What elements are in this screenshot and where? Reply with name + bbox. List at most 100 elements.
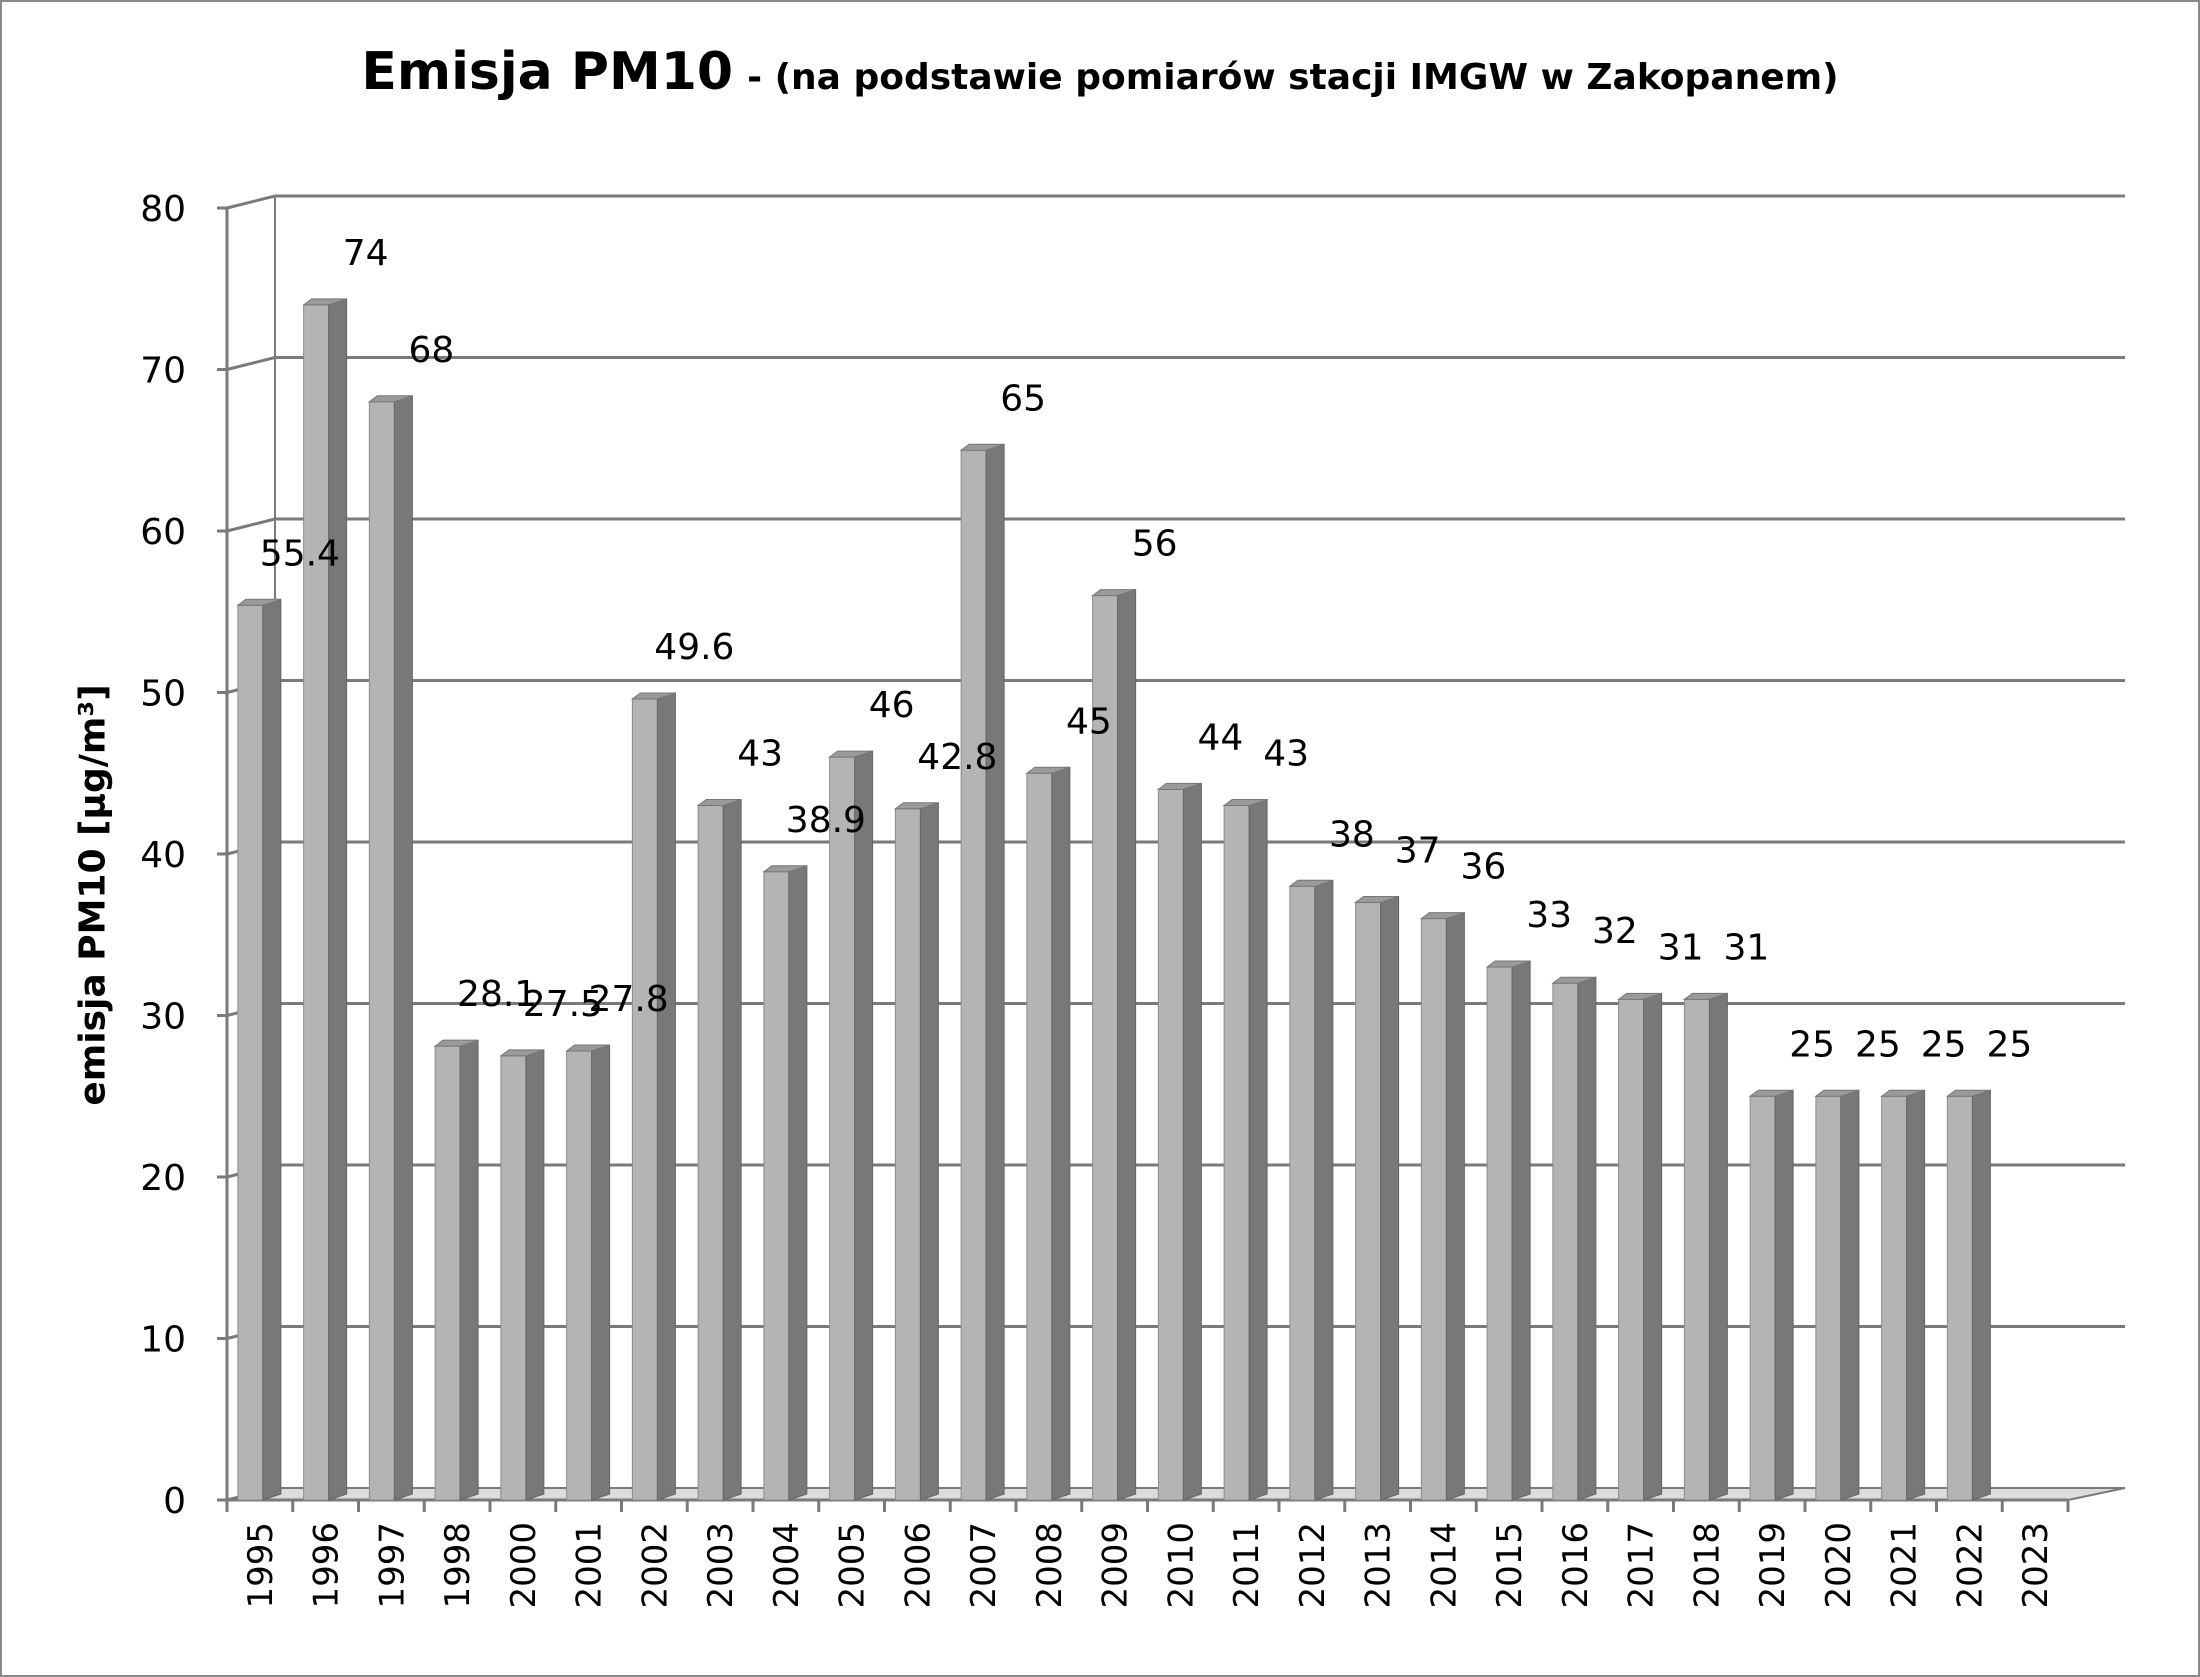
x-tick-label: 1997 xyxy=(372,1522,412,1609)
bar-top xyxy=(959,443,1005,451)
x-tick-label: 2021 xyxy=(1885,1522,1925,1609)
gridline-connector xyxy=(226,194,276,210)
bar-front xyxy=(1749,1095,1776,1501)
bar-side xyxy=(1971,1089,1991,1501)
x-tick-label: 2000 xyxy=(504,1522,544,1609)
bar-top xyxy=(1945,1089,1991,1097)
bar-side xyxy=(262,598,282,1501)
bar xyxy=(1091,588,1137,1501)
bar-top xyxy=(236,598,282,606)
y-tick-label: 60 xyxy=(140,512,186,553)
data-label: 49.6 xyxy=(654,627,734,668)
data-label: 32 xyxy=(1592,911,1638,952)
bar-side xyxy=(1906,1089,1926,1501)
bar-side xyxy=(722,798,742,1501)
bar-top xyxy=(1025,766,1071,774)
bar xyxy=(1880,1089,1926,1501)
x-tick-label: 2004 xyxy=(767,1522,807,1609)
data-label: 65 xyxy=(1000,378,1046,419)
bar-top xyxy=(1682,992,1728,1000)
bar-side xyxy=(919,802,939,1501)
bar-top xyxy=(1617,992,1662,1000)
bar-front xyxy=(631,698,658,1501)
bar-side xyxy=(985,443,1005,1501)
bar-front xyxy=(763,871,790,1501)
data-label: 43 xyxy=(737,734,783,775)
bar xyxy=(1419,911,1465,1501)
x-tick-label: 2012 xyxy=(1293,1522,1333,1609)
bar-side xyxy=(591,1044,611,1501)
bar-top xyxy=(630,692,676,700)
bar xyxy=(433,1039,479,1501)
data-label: 37 xyxy=(1395,830,1441,871)
data-label: 36 xyxy=(1460,847,1506,888)
bar xyxy=(1945,1089,1991,1501)
x-tick-label: 2011 xyxy=(1227,1522,1267,1609)
bar-front xyxy=(434,1045,461,1501)
bar-side xyxy=(1248,798,1268,1501)
bar-top xyxy=(696,799,742,807)
bar-side xyxy=(1380,895,1400,1501)
x-tick-label: 2009 xyxy=(1096,1522,1136,1609)
data-label: 56 xyxy=(1132,524,1178,565)
bar-top xyxy=(762,865,808,873)
bar-side xyxy=(1643,992,1663,1501)
bar-side xyxy=(788,865,808,1501)
data-label: 74 xyxy=(343,233,389,274)
x-tick-label: 2019 xyxy=(1753,1522,1793,1609)
bar-top xyxy=(1485,960,1531,968)
bar-side xyxy=(1840,1089,1860,1501)
bar-side xyxy=(1577,976,1597,1501)
data-label: 45 xyxy=(1066,701,1112,742)
x-tick-label: 2015 xyxy=(1490,1522,1530,1609)
data-label: 44 xyxy=(1197,717,1243,758)
bar-front xyxy=(960,449,987,1501)
bar xyxy=(1617,992,1663,1501)
data-label: 42.8 xyxy=(917,737,997,778)
bar-top xyxy=(1354,895,1399,903)
x-tick-label: 2008 xyxy=(1030,1522,1070,1609)
bar-front xyxy=(1552,982,1579,1501)
bar-top xyxy=(1880,1089,1925,1097)
bar-top xyxy=(893,802,939,810)
bar-front xyxy=(1881,1095,1908,1501)
bar xyxy=(302,298,348,1501)
x-tick-label: 2014 xyxy=(1424,1522,1464,1609)
bar-top xyxy=(828,750,873,758)
bar xyxy=(1485,960,1531,1501)
y-tick-label: 70 xyxy=(140,351,186,392)
data-label: 28.1 xyxy=(457,974,537,1015)
bar xyxy=(893,802,939,1501)
x-tick-label: 2005 xyxy=(833,1522,873,1609)
data-label: 25 xyxy=(1789,1024,1835,1065)
data-label: 31 xyxy=(1723,927,1769,968)
bar-top xyxy=(1288,879,1334,887)
x-tick-label: 2017 xyxy=(1622,1522,1662,1609)
data-label: 68 xyxy=(408,330,454,371)
bar-front xyxy=(1618,998,1645,1501)
bar-side xyxy=(459,1039,479,1501)
bar xyxy=(1288,879,1334,1501)
bar-front xyxy=(1946,1095,1973,1501)
data-label: 25 xyxy=(1986,1024,2032,1065)
bar xyxy=(565,1044,611,1501)
bar-side xyxy=(1051,766,1071,1501)
x-tick-label: 2018 xyxy=(1687,1522,1727,1609)
x-tick-label: 2003 xyxy=(701,1522,741,1609)
x-tick-label: 2020 xyxy=(1819,1522,1859,1609)
bar-side xyxy=(1774,1089,1794,1501)
bar xyxy=(236,598,282,1501)
bar-top xyxy=(302,298,347,306)
bar-side xyxy=(328,298,348,1501)
bar xyxy=(1682,992,1728,1501)
bar-top xyxy=(433,1039,479,1047)
bar-front xyxy=(1289,885,1316,1501)
x-tick-label: 1996 xyxy=(307,1522,347,1609)
bar-top xyxy=(1748,1089,1794,1097)
data-label: 33 xyxy=(1526,895,1572,936)
y-tick-label: 10 xyxy=(140,1320,186,1361)
bar xyxy=(1748,1089,1794,1501)
bar xyxy=(1156,782,1202,1501)
bar-front xyxy=(1223,805,1250,1501)
